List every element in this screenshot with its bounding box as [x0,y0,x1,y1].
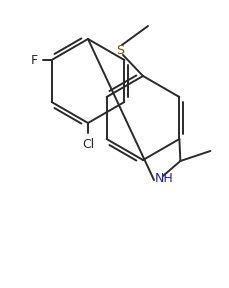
Text: Cl: Cl [82,138,94,151]
Text: F: F [30,54,38,67]
Text: S: S [115,43,123,56]
Text: NH: NH [154,171,173,185]
